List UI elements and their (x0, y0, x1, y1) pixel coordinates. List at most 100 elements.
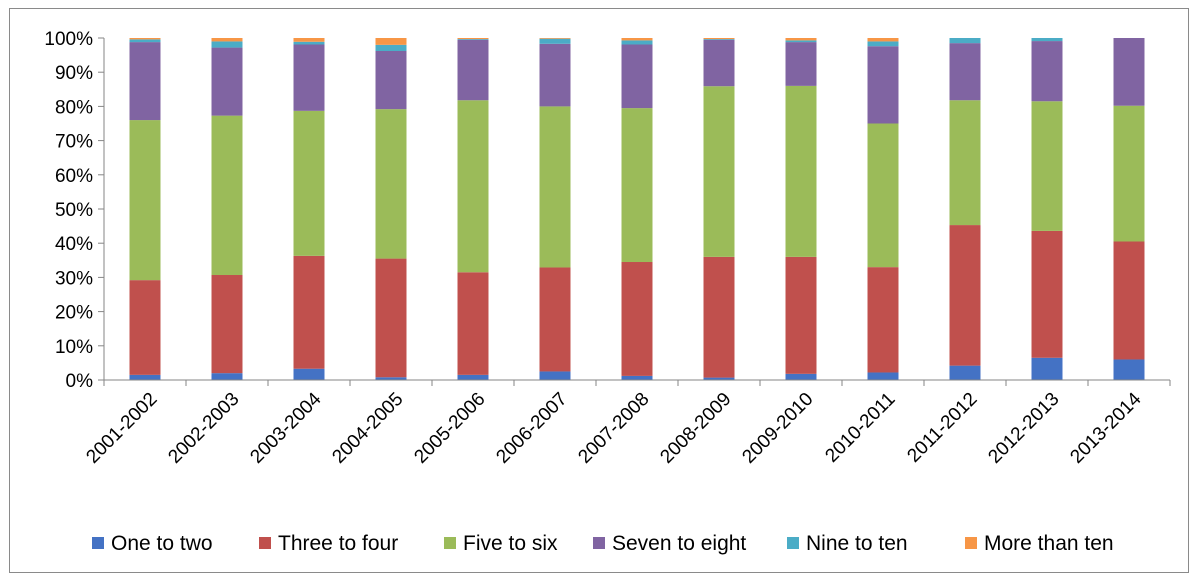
bar-segment-three-to-four (129, 280, 161, 375)
bar-segment-seven-to-eight (867, 46, 899, 124)
bar-segment-three-to-four (539, 267, 571, 372)
y-tick-label: 90% (55, 63, 93, 84)
y-tick-label: 60% (55, 166, 93, 187)
bar-segment-five-to-six (211, 115, 243, 276)
bar-segment-one-to-two (949, 365, 981, 380)
x-tick-label: 2013-2014 (1066, 388, 1145, 467)
bar-segment-five-to-six (375, 109, 407, 259)
legend-label-seven-to-eight: Seven to eight (612, 532, 746, 555)
chart-frame (9, 8, 1189, 573)
x-tick-label: 2010-2011 (821, 389, 899, 467)
bar-segment-nine-to-ten (539, 38, 571, 44)
x-tick-label: 2001-2002 (82, 389, 161, 468)
bar-segment-one-to-two (867, 372, 899, 380)
bar-segment-one-to-two (539, 371, 571, 380)
bar-segment-nine-to-ten (1031, 38, 1063, 42)
bar-segment-seven-to-eight (539, 43, 571, 107)
bar-segment-one-to-two (293, 368, 325, 380)
bar-segment-three-to-four (1113, 241, 1145, 360)
bar-segment-more-than-ten (703, 38, 735, 40)
bar-segment-three-to-four (293, 255, 325, 369)
y-tick-label: 50% (55, 200, 93, 221)
bar-segment-one-to-two (211, 373, 243, 380)
legend-label-nine-to-ten: Nine to ten (806, 532, 908, 555)
legend-swatch-five-to-six (444, 537, 456, 549)
bar-segment-five-to-six (621, 108, 653, 263)
bar-segment-three-to-four (621, 262, 653, 376)
legend-label-more-than-ten: More than ten (984, 532, 1114, 555)
bar-segment-nine-to-ten (949, 38, 981, 44)
bar-segment-three-to-four (375, 258, 407, 378)
bar-segment-seven-to-eight (785, 42, 817, 86)
bar-segment-seven-to-eight (621, 44, 653, 109)
bar-segment-five-to-six (703, 86, 735, 257)
x-tick-label: 2012-2013 (984, 389, 1063, 468)
y-tick-label: 0% (66, 371, 94, 392)
bar-segment-seven-to-eight (457, 39, 489, 101)
bar-segment-more-than-ten (621, 38, 653, 41)
bar-segment-three-to-four (867, 267, 899, 373)
x-tick-label: 2003-2004 (246, 388, 325, 467)
bar-segment-five-to-six (1113, 105, 1145, 242)
legend-label-five-to-six: Five to six (463, 532, 558, 555)
x-tick-label: 2002-2003 (164, 389, 243, 468)
legend-label-one-to-two: One to two (111, 532, 213, 555)
y-tick-label: 80% (55, 97, 93, 118)
bar-segment-nine-to-ten (785, 40, 817, 43)
bar-segment-more-than-ten (785, 38, 817, 41)
bar-segment-more-than-ten (129, 38, 161, 40)
x-tick-label: 2005-2006 (410, 389, 489, 468)
bar-segment-nine-to-ten (621, 40, 653, 45)
bar-segment-seven-to-eight (1113, 38, 1145, 106)
bar-segment-five-to-six (1031, 101, 1063, 231)
bar-segment-seven-to-eight (293, 44, 325, 111)
y-tick-label: 100% (44, 29, 93, 50)
bar-segment-five-to-six (785, 85, 817, 257)
bar-segment-seven-to-eight (129, 42, 161, 121)
bar-segment-more-than-ten (867, 38, 899, 42)
x-tick-label: 2004-2005 (328, 389, 407, 468)
bar-segment-three-to-four (703, 256, 735, 378)
x-tick-label: 2007-2008 (574, 389, 653, 468)
bar-segment-five-to-six (949, 100, 981, 226)
bar-segment-seven-to-eight (375, 50, 407, 110)
bar-segment-one-to-two (1031, 357, 1063, 380)
bar-segment-seven-to-eight (949, 43, 981, 101)
y-tick-label: 10% (55, 337, 93, 358)
x-tick-label: 2009-2010 (738, 389, 817, 468)
y-tick-label: 40% (55, 234, 93, 255)
bar-segment-one-to-two (621, 375, 653, 380)
bar-segment-three-to-four (949, 225, 981, 366)
bars (129, 38, 1145, 380)
legend-label-three-to-four: Three to four (278, 532, 398, 555)
bar-segment-five-to-six (457, 100, 489, 273)
bar-segment-seven-to-eight (1031, 41, 1063, 102)
bar-segment-five-to-six (867, 123, 899, 268)
bar-segment-three-to-four (457, 272, 489, 375)
legend-swatch-nine-to-ten (787, 537, 799, 549)
legend-swatch-three-to-four (259, 537, 271, 549)
legend-swatch-more-than-ten (965, 537, 977, 549)
bar-segment-nine-to-ten (703, 39, 735, 40)
x-tick-label: 2008-2009 (656, 389, 735, 468)
bar-segment-one-to-two (1113, 359, 1145, 380)
bar-segment-three-to-four (785, 256, 817, 374)
bar-segment-five-to-six (129, 120, 161, 281)
bar-segment-one-to-two (785, 373, 817, 380)
bar-segment-more-than-ten (211, 38, 243, 42)
y-tick-label: 70% (55, 132, 93, 153)
bar-segment-three-to-four (211, 275, 243, 374)
bar-segment-more-than-ten (539, 38, 571, 39)
x-tick-label: 2006-2007 (492, 389, 571, 468)
bar-segment-seven-to-eight (703, 39, 735, 87)
y-axis: 0% 10% 20% 30% 40% 50% 60% 70% 80% 90% 100% (44, 29, 105, 392)
bar-segment-more-than-ten (457, 38, 489, 40)
bar-segment-one-to-two (457, 374, 489, 380)
bar-segment-five-to-six (293, 110, 325, 256)
x-axis: 2001-2002 2002-2003 2003-2004 2004-2005 2005… (82, 379, 1171, 468)
bar-segment-three-to-four (1031, 230, 1063, 358)
bar-segment-one-to-two (129, 374, 161, 380)
legend-swatch-seven-to-eight (593, 537, 605, 549)
y-tick-label: 30% (55, 268, 93, 289)
